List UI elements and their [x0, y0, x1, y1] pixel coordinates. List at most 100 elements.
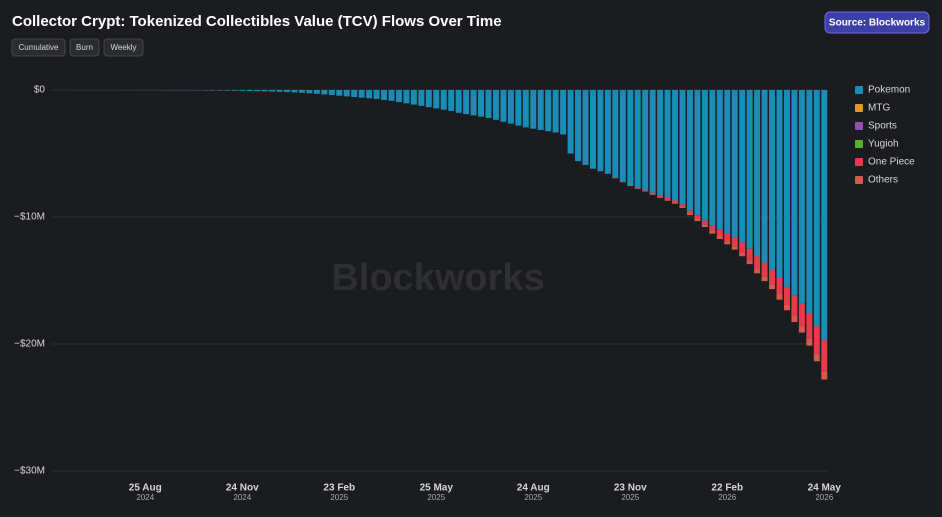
source-badge[interactable] [824, 11, 930, 34]
legend-label: Pokemon [868, 85, 910, 96]
bar-segment [731, 246, 738, 250]
bar-segment [515, 90, 522, 126]
bar-segment [433, 90, 440, 109]
bar-segment [657, 90, 664, 196]
x-tick-label: 24 Aug [517, 483, 550, 494]
x-tick-sublabel: 2024 [136, 493, 154, 502]
control-button[interactable] [69, 38, 100, 57]
bar-segment [746, 260, 753, 265]
bar-segment [373, 90, 380, 99]
control-label[interactable]: Weekly [110, 43, 136, 52]
bar-segment [761, 262, 768, 277]
legend-swatch [855, 104, 863, 112]
bar-segment [664, 90, 671, 198]
bar-segment [783, 304, 790, 311]
bar-segment [679, 206, 686, 208]
bar-segment [664, 199, 671, 201]
bar-segment [619, 181, 626, 183]
bar-segment [791, 90, 798, 296]
y-tick-label: −$10M [14, 212, 45, 223]
control-label[interactable]: Burn [76, 43, 93, 52]
control-button[interactable] [11, 38, 66, 57]
bar-segment [507, 90, 514, 124]
bar-segment [776, 294, 783, 300]
bar-segment [679, 204, 686, 207]
x-tick-sublabel: 2026 [815, 493, 833, 502]
bar-segment [537, 90, 544, 131]
x-tick-sublabel: 2025 [524, 493, 542, 502]
bar-segment [672, 90, 679, 201]
bar-segment [209, 90, 216, 91]
bar-segment [470, 90, 477, 116]
bar-segment [560, 90, 567, 135]
bar-segment [612, 90, 619, 178]
bar-segment [642, 190, 649, 192]
bar-segment [657, 196, 664, 198]
bar-segment [709, 230, 716, 234]
x-tick-label: 23 Nov [614, 483, 647, 494]
bar-segment [739, 242, 746, 253]
bar-segment [709, 90, 716, 226]
controls: Cumulative Burn Weekly [11, 38, 144, 57]
control-label[interactable]: Cumulative [18, 43, 59, 52]
x-tick-label: 23 Feb [323, 483, 355, 494]
bar-segment [306, 90, 313, 94]
bar-segment [485, 90, 492, 118]
bar-segment [395, 90, 402, 103]
bar-segment [463, 90, 470, 115]
control-button[interactable] [103, 38, 144, 57]
bar-segment [716, 90, 723, 230]
bar-segment [530, 90, 537, 129]
legend-swatch [855, 176, 863, 184]
bar-segment [724, 233, 731, 242]
bar-segment [649, 90, 656, 193]
bar-segment [418, 90, 425, 106]
bar-segment [686, 210, 693, 214]
bar-segment [381, 90, 388, 100]
bar-segment [634, 90, 641, 188]
bar-segment [783, 90, 790, 287]
bar-segment [821, 371, 828, 380]
bar-segment [716, 229, 723, 237]
bar-segment [769, 90, 776, 270]
bar-segment [627, 185, 634, 187]
bar-segment [246, 90, 253, 92]
y-tick-label: −$20M [14, 339, 45, 350]
bar-segment [261, 90, 268, 92]
y-tick-label: −$30M [14, 466, 45, 477]
bar-segment [746, 248, 753, 261]
bar-segment [343, 90, 350, 97]
bar-segment [425, 90, 432, 108]
bar-segment [806, 338, 813, 346]
bar-segment [716, 236, 723, 239]
bar-segment [783, 286, 790, 305]
bar-segment [739, 252, 746, 257]
bar-segment [754, 256, 761, 270]
bar-segment [567, 90, 574, 154]
bar-segment [582, 90, 589, 165]
source-label[interactable]: Source: Blockworks [829, 18, 926, 29]
bar-segment [231, 90, 238, 91]
bar-segment [657, 195, 664, 197]
legend-label: Yugioh [868, 139, 899, 150]
bar-segment [806, 313, 813, 339]
bar-segment [276, 90, 283, 92]
x-tick-label: 25 Aug [129, 483, 162, 494]
bar-segment [575, 90, 582, 162]
bar-segment [806, 90, 813, 314]
bar-segment [291, 90, 298, 93]
bar-segment [821, 340, 828, 372]
bar-segment [328, 90, 335, 96]
bar-segment [336, 90, 343, 96]
bar-segment [761, 90, 768, 263]
bar-segment [649, 192, 656, 194]
bar-segment [500, 90, 507, 122]
bar-segment [821, 90, 828, 341]
bar-segment [798, 90, 805, 304]
bar-segment [813, 90, 820, 327]
x-tick-label: 24 Nov [226, 483, 259, 494]
bar-segment [679, 90, 686, 205]
bar-segment [709, 225, 716, 231]
bar-segment [358, 90, 365, 98]
bar-segment [694, 90, 701, 216]
